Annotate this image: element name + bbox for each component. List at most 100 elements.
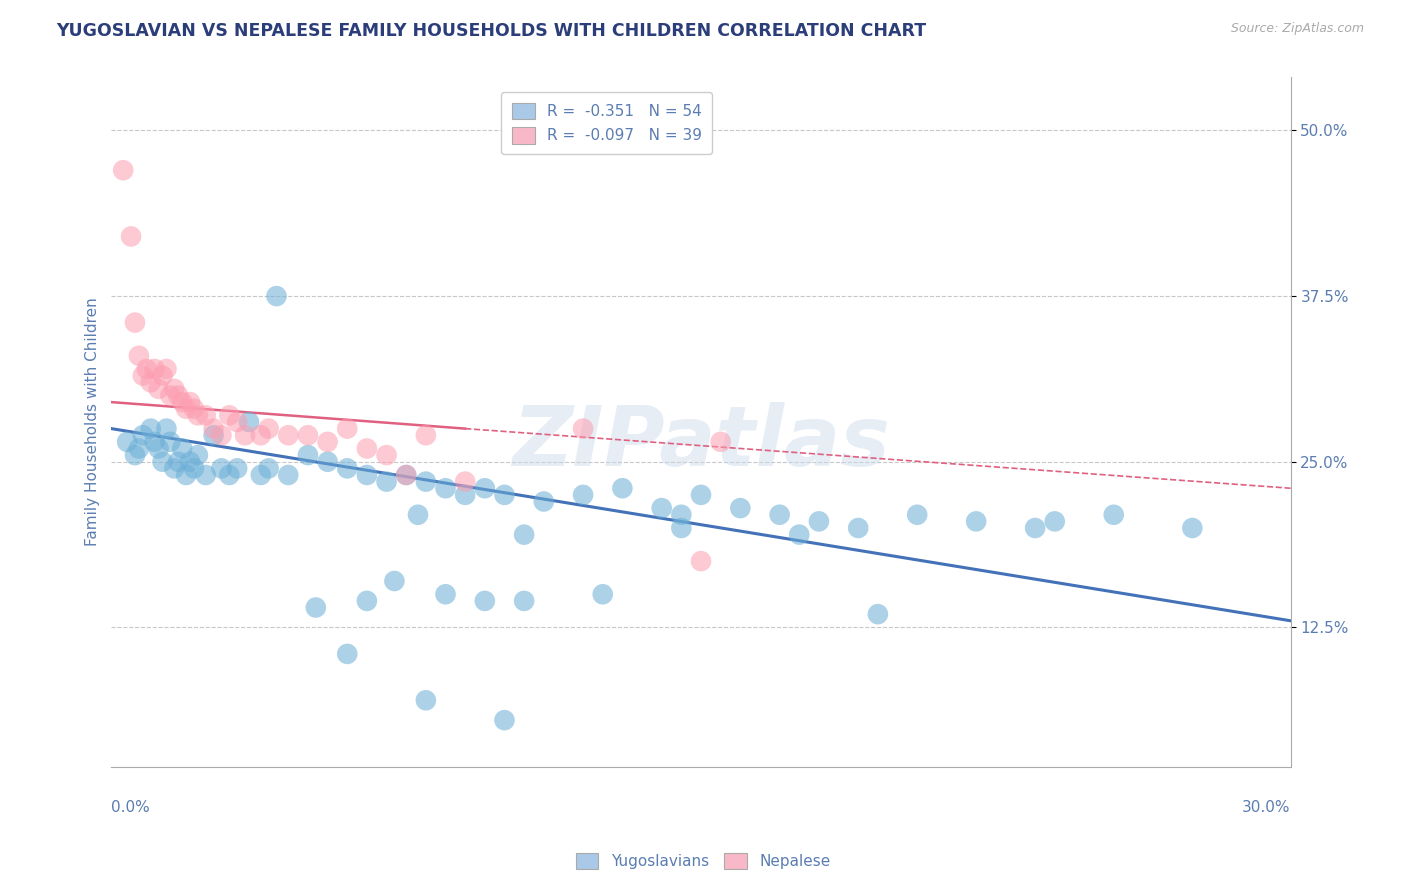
Point [375, 448, 398, 462]
Point [572, 488, 595, 502]
Text: 30.0%: 30.0% [1241, 799, 1291, 814]
Point [1181, 521, 1204, 535]
Point [356, 442, 378, 456]
Point [651, 501, 673, 516]
Point [218, 409, 240, 423]
Point [194, 468, 217, 483]
Point [277, 468, 299, 483]
Text: Source: ZipAtlas.com: Source: ZipAtlas.com [1230, 22, 1364, 36]
Point [152, 455, 174, 469]
Point [163, 461, 186, 475]
Point [202, 428, 225, 442]
Legend: Yugoslavians, Nepalese: Yugoslavians, Nepalese [569, 847, 837, 875]
Point [257, 461, 280, 475]
Point [174, 468, 197, 483]
Point [172, 395, 194, 409]
Point [494, 713, 516, 727]
Point [132, 368, 155, 383]
Point [233, 428, 256, 442]
Point [305, 600, 328, 615]
Text: ZIPatlas: ZIPatlas [512, 402, 890, 483]
Point [513, 594, 536, 608]
Point [179, 455, 201, 469]
Point [454, 475, 477, 489]
Point [143, 362, 166, 376]
Point [787, 527, 810, 541]
Point [128, 349, 150, 363]
Point [336, 647, 359, 661]
Point [474, 594, 496, 608]
Point [194, 409, 217, 423]
Point [266, 289, 288, 303]
Point [249, 468, 271, 483]
Point [316, 434, 339, 449]
Point [1043, 515, 1066, 529]
Point [384, 574, 406, 588]
Point [143, 434, 166, 449]
Point [474, 481, 496, 495]
Point [690, 554, 713, 568]
Point [356, 594, 378, 608]
Point [124, 316, 146, 330]
Point [183, 461, 205, 475]
Point [415, 693, 437, 707]
Point [172, 442, 194, 456]
Point [846, 521, 869, 535]
Point [297, 448, 319, 462]
Point [187, 448, 209, 462]
Point [139, 376, 162, 390]
Point [297, 428, 319, 442]
Point [807, 515, 830, 529]
Point [226, 461, 249, 475]
Point [202, 422, 225, 436]
Point [159, 434, 181, 449]
Point [866, 607, 889, 621]
Point [1024, 521, 1046, 535]
Point [148, 442, 170, 456]
Point [395, 468, 418, 483]
Point [132, 428, 155, 442]
Point [167, 455, 190, 469]
Point [454, 488, 477, 502]
Point [690, 488, 713, 502]
Point [124, 448, 146, 462]
Point [612, 481, 634, 495]
Point [513, 527, 536, 541]
Point [152, 368, 174, 383]
Point [163, 382, 186, 396]
Point [406, 508, 429, 522]
Point [257, 422, 280, 436]
Point [112, 163, 135, 178]
Text: YUGOSLAVIAN VS NEPALESE FAMILY HOUSEHOLDS WITH CHILDREN CORRELATION CHART: YUGOSLAVIAN VS NEPALESE FAMILY HOUSEHOLD… [56, 22, 927, 40]
Text: 0.0%: 0.0% [111, 799, 150, 814]
Point [592, 587, 614, 601]
Point [277, 428, 299, 442]
Point [434, 587, 457, 601]
Point [218, 468, 240, 483]
Point [1102, 508, 1125, 522]
Point [115, 434, 138, 449]
Point [128, 442, 150, 456]
Point [187, 409, 209, 423]
Point [155, 422, 177, 436]
Point [139, 422, 162, 436]
Point [183, 401, 205, 416]
Point [768, 508, 790, 522]
Point [730, 501, 752, 516]
Point [395, 468, 418, 483]
Point [336, 422, 359, 436]
Y-axis label: Family Households with Children: Family Households with Children [86, 298, 100, 547]
Point [434, 481, 457, 495]
Point [671, 508, 693, 522]
Point [211, 428, 233, 442]
Point [494, 488, 516, 502]
Point [336, 461, 359, 475]
Point [159, 388, 181, 402]
Point [415, 475, 437, 489]
Point [238, 415, 260, 429]
Point [211, 461, 233, 475]
Point [905, 508, 928, 522]
Point [572, 422, 595, 436]
Point [179, 395, 201, 409]
Point [316, 455, 339, 469]
